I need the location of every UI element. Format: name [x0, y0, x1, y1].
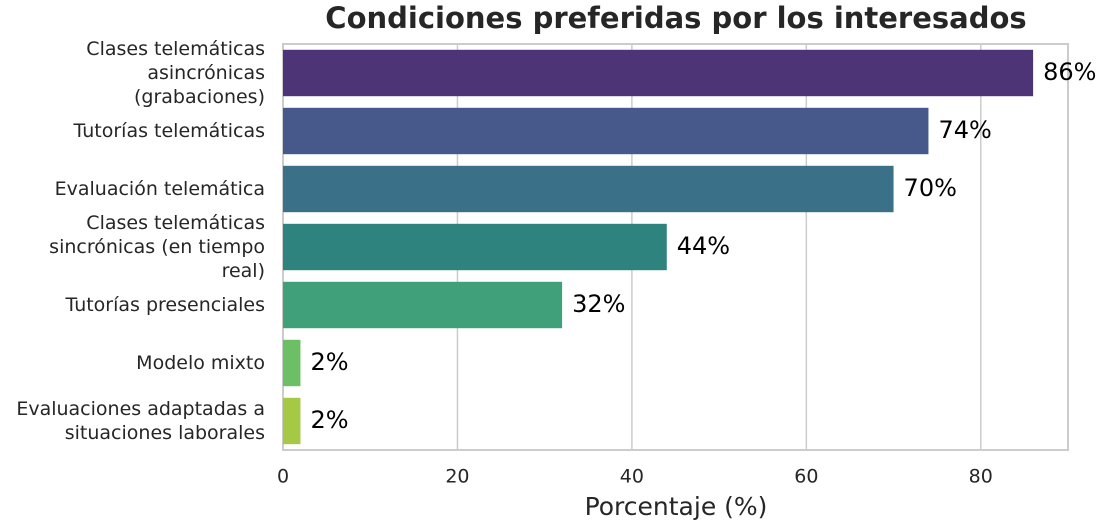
- bar: [283, 397, 301, 445]
- chart-title: Condiciones preferidas por los interesad…: [325, 1, 1026, 35]
- x-tick-label: 80: [969, 466, 993, 488]
- y-tick-label: Evaluación telemática: [55, 178, 265, 200]
- bar: [283, 49, 1034, 97]
- bar: [283, 107, 929, 155]
- value-label: 74%: [938, 116, 991, 144]
- x-tick-label: 60: [794, 466, 818, 488]
- value-label: 32%: [572, 290, 625, 318]
- value-label: 70%: [904, 174, 957, 202]
- x-tick-label: 0: [277, 466, 289, 488]
- y-tick-label: Evaluaciones adaptadas a situaciones labo…: [16, 398, 265, 444]
- value-label: 2%: [310, 348, 348, 376]
- value-label: 44%: [677, 232, 730, 260]
- x-axis-label: Porcentaje (%): [585, 492, 768, 521]
- x-tick-label: 40: [620, 466, 644, 488]
- bar: [283, 165, 894, 213]
- y-tick-label: Tutorías presenciales: [64, 294, 265, 316]
- y-tick-label: Tutorías telemáticas: [73, 120, 265, 142]
- y-tick-label: Clases telemáticas asincrónicas (grabacion…: [86, 38, 265, 108]
- y-tick-label: Clases telemáticas sincrónicas (en tiempo…: [49, 212, 265, 282]
- x-tick-label: 20: [445, 466, 469, 488]
- bar: [283, 339, 301, 387]
- value-label: 2%: [310, 406, 348, 434]
- value-label: 86%: [1043, 58, 1096, 86]
- bar: [283, 223, 667, 271]
- bar: [283, 281, 563, 329]
- y-tick-label: Modelo mixto: [136, 352, 265, 374]
